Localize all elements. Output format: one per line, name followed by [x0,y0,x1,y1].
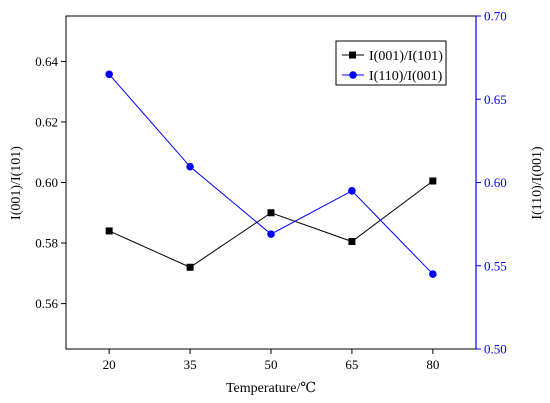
left-y-tick-label: 0.62 [35,114,58,129]
legend-label-series-0: I(001)/I(101) [369,49,443,64]
left-axis-ticks: 0.56 0.58 0.60 0.62 0.64 [35,54,66,311]
right-y-tick-label: 0.70 [484,9,507,24]
x-tick-label: 50 [265,357,278,372]
x-axis-label: Temperature/℃ [226,381,316,396]
x-tick-label: 65 [345,357,358,372]
legend-marker-series-1 [349,71,357,79]
series-0-point [186,263,194,271]
left-y-tick-label: 0.60 [35,175,58,190]
right-axis-label: I(110)/I(001) [530,146,545,220]
x-tick-label: 20 [103,357,116,372]
legend-marker-series-0 [349,51,356,59]
legend: I(001)/I(101) I(110)/I(001) [335,40,447,86]
right-y-tick-label: 0.50 [484,342,507,357]
legend-label-series-1: I(110)/I(001) [369,69,443,84]
left-y-tick-label: 0.56 [35,296,58,311]
x-tick-label: 80 [426,357,439,372]
right-y-tick-label: 0.55 [484,258,507,273]
series-0-point [429,177,437,185]
series-0-point [105,227,113,235]
left-axis-label: I(001)/I(101) [9,146,24,220]
series-1-point [267,230,275,238]
series-0-point [267,209,275,217]
series-1-point [429,270,437,278]
series-1-point [186,162,194,171]
series-0-point [348,238,356,246]
right-axis-ticks: 0.50 0.55 0.60 0.65 0.70 [476,9,507,357]
x-tick-label: 35 [184,357,197,372]
series-1-point [105,70,113,79]
series-layer [105,70,437,278]
right-y-tick-label: 0.60 [484,175,507,190]
series-1-point [348,187,356,195]
left-y-tick-label: 0.64 [35,54,58,69]
x-axis-ticks: 20 35 50 65 80 [103,349,439,372]
right-y-tick-label: 0.65 [484,92,507,107]
series-line-1 [108,73,434,275]
left-y-tick-label: 0.58 [35,236,58,251]
